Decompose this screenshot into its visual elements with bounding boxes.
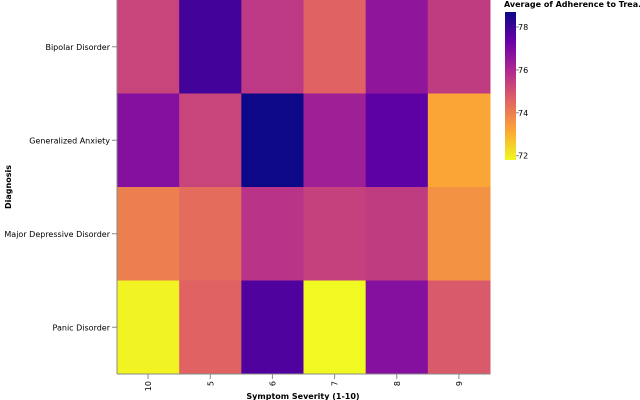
x-tick-label: 9	[455, 381, 464, 386]
heatmap-cell	[427, 93, 491, 188]
heatmap-cell	[179, 0, 242, 94]
heatmap-cell	[303, 187, 367, 281]
x-tick-label: 8	[393, 381, 402, 386]
y-tick-label: Major Depressive Disorder	[4, 230, 110, 239]
legend-tick-label: 76	[518, 66, 528, 75]
heatmap-cell	[365, 93, 429, 188]
heatmap-cell	[427, 0, 491, 94]
x-axis-title: Symptom Severity (1-10)	[246, 392, 359, 400]
heatmap-cell	[303, 0, 367, 94]
heatmap-cell	[117, 0, 180, 94]
y-tick-label: Bipolar Disorder	[45, 43, 110, 52]
legend-ticks: 72 74 76 78	[516, 23, 528, 161]
legend-tick-label: 74	[518, 109, 528, 118]
heatmap-cell	[241, 280, 304, 375]
heatmap-cell	[365, 0, 429, 94]
x-tick-label: 10	[144, 381, 153, 391]
heatmap-cell	[427, 280, 491, 375]
color-legend: Average of Adherence to Trea... 72 74 76 78	[504, 0, 640, 161]
heatmap-cell	[241, 187, 304, 281]
heatmap-cell	[117, 187, 180, 281]
x-tick-label: 7	[331, 381, 340, 386]
heatmap-cell	[117, 93, 180, 188]
x-tick-label: 6	[268, 381, 277, 386]
y-tick-label: Panic Disorder	[53, 323, 111, 332]
heatmap-cell	[117, 280, 180, 375]
x-tick-label: 5	[206, 381, 215, 386]
y-tick-label: Generalized Anxiety	[29, 136, 110, 145]
heatmap-cell	[365, 280, 429, 375]
heatmap-cell	[427, 187, 491, 281]
heatmap-cell	[179, 93, 242, 188]
y-axis-title: Diagnosis	[4, 165, 13, 209]
x-axis: 10 5 6 7 8 9	[117, 373, 490, 391]
heatmap-cell	[303, 280, 367, 375]
heatmap-cell	[303, 93, 367, 188]
heatmap-cell	[365, 187, 429, 281]
heatmap-cell	[179, 280, 242, 375]
y-axis: Bipolar Disorder Generalized Anxiety Major…	[4, 0, 118, 374]
heatmap-cells	[117, 0, 491, 375]
legend-title: Average of Adherence to Trea...	[504, 0, 640, 9]
legend-tick-label: 72	[518, 152, 528, 161]
legend-gradient-bar	[505, 12, 516, 160]
legend-tick-label: 78	[518, 23, 528, 32]
heatmap-cell	[241, 0, 304, 94]
heatmap-cell	[179, 187, 242, 281]
heatmap-cell	[241, 93, 304, 188]
